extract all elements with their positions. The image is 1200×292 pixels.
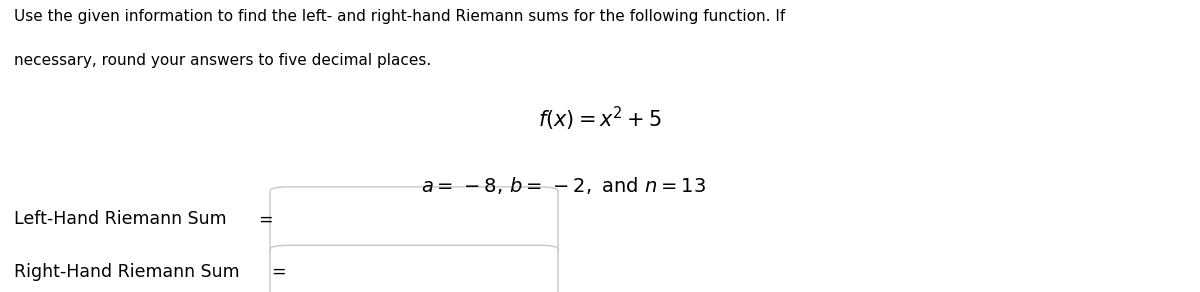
Text: necessary, round your answers to five decimal places.: necessary, round your answers to five de… [14, 53, 432, 67]
Text: $a = \, -8, \, b = \, -2, \text{ and } n = 13$: $a = \, -8, \, b = \, -2, \text{ and } n… [421, 175, 707, 196]
Text: =: = [258, 210, 272, 228]
Text: Left-Hand Riemann Sum: Left-Hand Riemann Sum [14, 210, 227, 228]
Text: =: = [271, 263, 286, 281]
Text: Right-Hand Riemann Sum: Right-Hand Riemann Sum [14, 263, 240, 281]
FancyBboxPatch shape [270, 245, 558, 292]
Text: Use the given information to find the left- and right-hand Riemann sums for the : Use the given information to find the le… [14, 9, 786, 24]
Text: $f(x) = x^2 + 5$: $f(x) = x^2 + 5$ [538, 105, 662, 133]
FancyBboxPatch shape [270, 187, 558, 257]
